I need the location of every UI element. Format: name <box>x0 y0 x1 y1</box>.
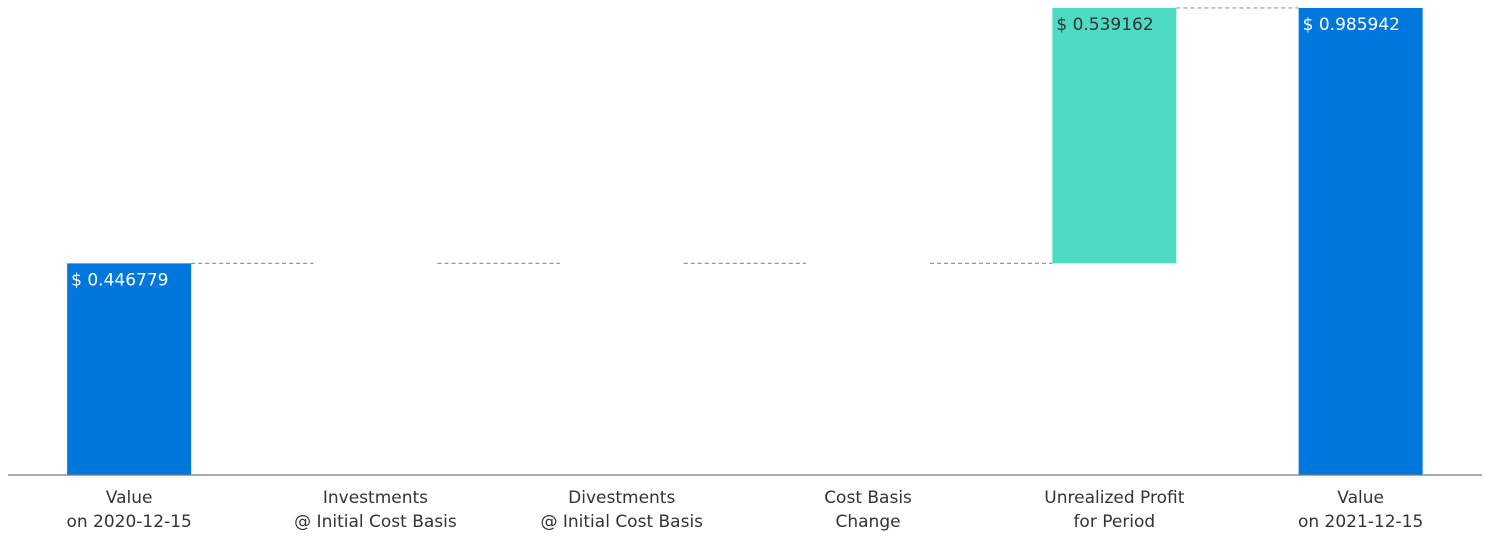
x-tick-label: @ Initial Cost Basis <box>540 512 703 532</box>
x-tick-label: Value <box>1337 488 1384 508</box>
x-tick-label: Value <box>106 488 153 508</box>
value-label: $ 0.539162 <box>1056 15 1153 35</box>
x-tick-label: Divestments <box>568 488 675 508</box>
x-tick-label: Unrealized Profit <box>1044 488 1184 508</box>
x-tick-label: Investments <box>323 488 428 508</box>
x-tick-label: on 2021-12-15 <box>1298 512 1423 532</box>
x-tick-label: on 2020-12-15 <box>66 512 191 532</box>
x-tick-label: Cost Basis <box>824 488 912 508</box>
value-label: $ 0.446779 <box>71 270 168 290</box>
bar <box>1052 7 1177 264</box>
bar <box>67 263 192 475</box>
x-tick-label: for Period <box>1073 512 1155 532</box>
value-label: $ 0.985942 <box>1303 15 1400 35</box>
x-tick-label: @ Initial Cost Basis <box>294 512 457 532</box>
bar <box>1298 7 1423 475</box>
x-tick-label: Change <box>836 512 901 532</box>
